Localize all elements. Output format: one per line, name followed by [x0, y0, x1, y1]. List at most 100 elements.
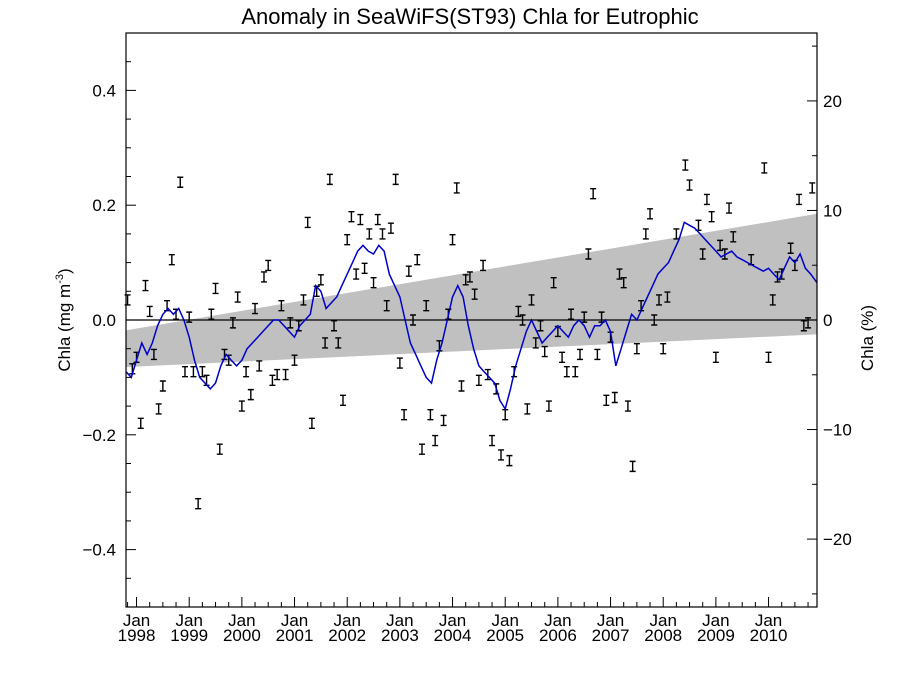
x-tick-label-year: 2010 [750, 626, 788, 645]
anomaly-point [572, 365, 579, 378]
running-mean-line [125, 221, 818, 411]
anomaly-point [730, 231, 737, 243]
y-tick-label-right: 20 [823, 92, 842, 111]
anomaly-point [708, 210, 715, 223]
anomaly-point [146, 305, 153, 318]
anomaly-point [506, 454, 513, 467]
anomaly-point [541, 345, 548, 358]
anomaly-point [682, 159, 689, 171]
anomaly-point [190, 365, 197, 378]
anomaly-point [326, 173, 333, 186]
anomaly-point [274, 368, 281, 381]
anomaly-point [545, 400, 552, 412]
anomaly-point [765, 351, 772, 364]
anomaly-point [703, 193, 710, 206]
anomaly-point [660, 343, 667, 355]
x-tick-label-month: Jan [386, 611, 413, 630]
x-tick-label-month: Jan [175, 611, 202, 630]
x-tick-label-month: Jan [597, 611, 624, 630]
anomaly-point [537, 320, 544, 332]
anomaly-point [150, 348, 157, 361]
anomaly-point [234, 291, 241, 303]
anomaly-point [212, 282, 219, 295]
anomaly-point [199, 365, 206, 378]
anomaly-point [774, 271, 781, 283]
anomaly-point [761, 162, 768, 174]
anomaly-point [528, 294, 535, 306]
anomaly-point [559, 351, 566, 364]
y-tick-label-left: 0.2 [92, 196, 116, 215]
anomaly-point [243, 365, 250, 378]
anomaly-point [331, 320, 338, 332]
anomaly-point [317, 274, 324, 286]
anomaly-point [361, 262, 368, 275]
anomaly-point [427, 409, 434, 421]
x-tick-label-year: 1999 [170, 626, 208, 645]
anomaly-point [216, 443, 223, 455]
anomaly-point [629, 460, 636, 473]
anomaly-point [229, 317, 236, 329]
anomaly-point [159, 380, 166, 392]
anomaly-point [291, 354, 298, 366]
x-tick-label-month: Jan [702, 611, 729, 630]
x-tick-label-month: Jan [281, 611, 308, 630]
anomaly-point [484, 368, 491, 381]
anomaly-point [252, 302, 259, 315]
anomaly-point [524, 403, 531, 415]
anomaly-point [387, 222, 394, 234]
y-axis-label-left: Chla (mg m-3) [54, 268, 74, 371]
y-tick-label-left: 0.0 [92, 311, 116, 330]
anomaly-point [440, 414, 447, 427]
anomaly-point [466, 271, 473, 283]
anomaly-point [611, 391, 618, 404]
y-tick-label-right: 0 [823, 311, 832, 330]
anomaly-point [423, 299, 430, 312]
x-tick-label-year: 2004 [434, 626, 472, 645]
anomaly-point [300, 294, 307, 306]
anomaly-point [699, 248, 706, 260]
anomaly-point [366, 228, 373, 240]
x-tick-label-month: Jan [333, 611, 360, 630]
anomaly-point [642, 228, 649, 240]
anomaly-point [282, 368, 289, 381]
anomaly-point [287, 317, 294, 329]
anomaly-point [357, 213, 364, 226]
y-tick-label-right: −10 [823, 421, 852, 440]
anomaly-point [186, 311, 193, 323]
anomaly-point [348, 210, 355, 223]
anomaly-point [155, 403, 162, 415]
anomaly-point [568, 308, 575, 320]
anomaly-point [624, 400, 631, 412]
anomaly-point [590, 188, 597, 200]
anomaly-point [787, 242, 794, 254]
anomaly-point [344, 233, 351, 246]
y-tick-label-left: −0.2 [82, 426, 116, 445]
anomaly-point [695, 219, 702, 231]
anomaly-point [475, 374, 482, 386]
trend-band [126, 213, 817, 368]
anomaly-point [664, 291, 671, 303]
anomaly-point [502, 409, 509, 421]
anomaly-point [585, 248, 592, 260]
anomaly-point [686, 179, 693, 191]
anomaly-point [726, 202, 733, 214]
anomaly-point [396, 357, 403, 369]
anomaly-point [335, 337, 342, 349]
chart-title: Anomaly in SeaWiFS(ST93) Chla for Eutrop… [241, 4, 698, 29]
anomaly-point [370, 276, 377, 289]
anomaly-point [383, 299, 390, 312]
anomaly-point [374, 213, 381, 226]
anomaly-point [195, 497, 202, 510]
anomaly-point [655, 294, 662, 306]
x-tick-label-year: 2007 [592, 626, 630, 645]
x-tick-label-year: 2005 [486, 626, 524, 645]
anomaly-point [168, 254, 175, 266]
x-tick-label-year: 2006 [539, 626, 577, 645]
anomaly-point [181, 365, 188, 378]
anomaly-point [322, 337, 329, 349]
anomaly-point [651, 314, 658, 326]
anomaly-point [308, 417, 315, 430]
anomaly-point [712, 351, 719, 364]
x-tick-label-year: 2008 [644, 626, 682, 645]
